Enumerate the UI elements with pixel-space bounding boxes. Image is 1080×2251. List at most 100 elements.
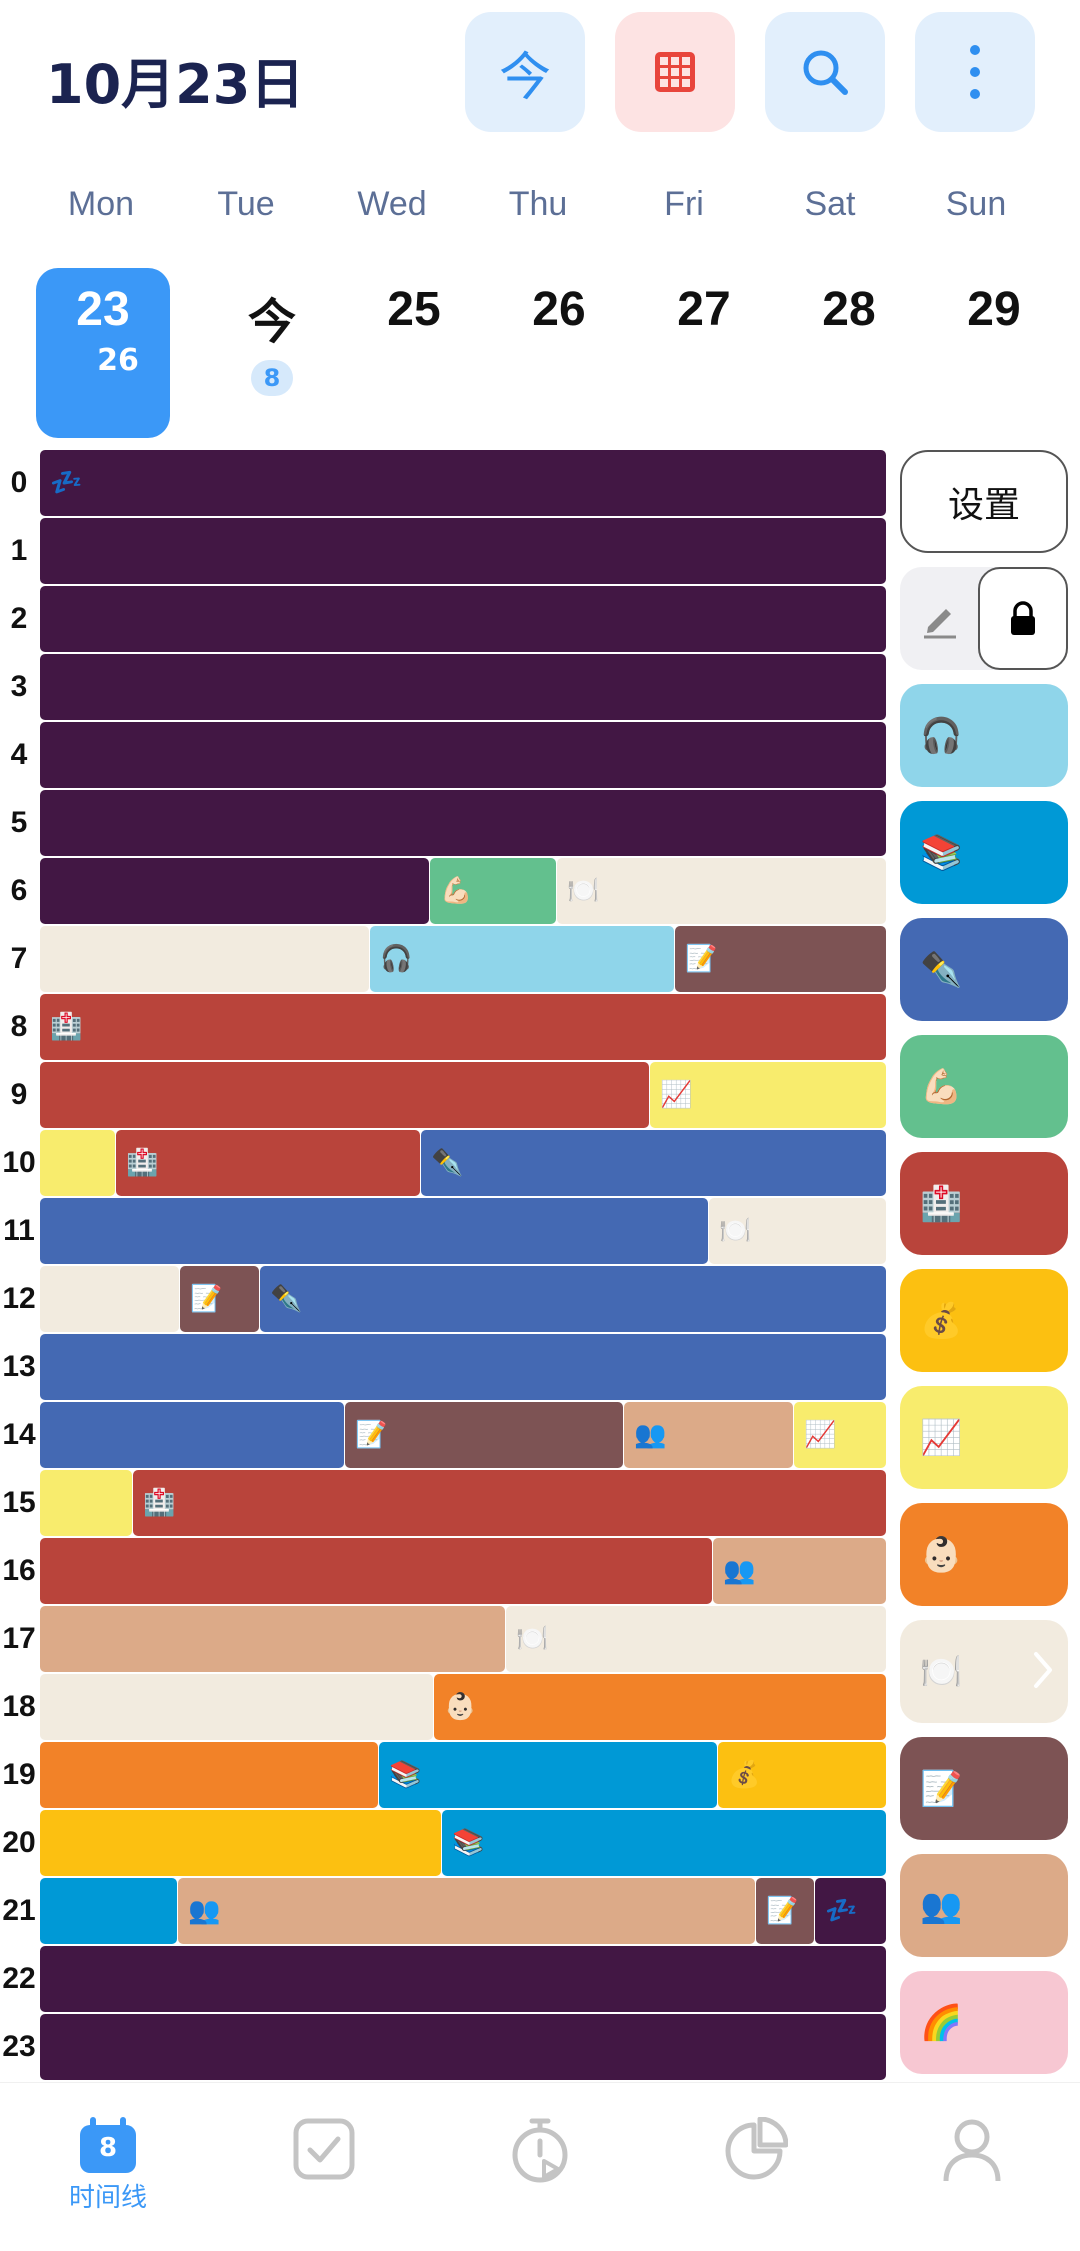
category-button[interactable]: 🌈 [900, 1971, 1068, 2074]
time-block-write[interactable] [40, 1402, 344, 1468]
day-cell-today[interactable]: 今 8 [205, 268, 339, 438]
day-number: 23 [76, 283, 130, 336]
day-cell[interactable]: 26 [492, 268, 626, 438]
hour-label: 8 [10, 1010, 28, 1043]
time-block-sleep[interactable]: 💤 [40, 450, 886, 516]
time-block-chart[interactable] [40, 1130, 115, 1196]
calendar-date-badge: 8 [98, 2133, 118, 2163]
time-block-write[interactable]: ✒️ [260, 1266, 886, 1332]
time-block-sleep[interactable] [40, 2014, 886, 2080]
chart-icon: 📈 [660, 1080, 693, 1110]
time-block-note[interactable]: 📝 [345, 1402, 623, 1468]
settings-label: 设置 [947, 484, 1020, 526]
weekday-label: Tue [217, 185, 275, 223]
category-button[interactable]: 🍽️ [900, 1620, 1068, 1723]
day-cell[interactable]: 28 [782, 268, 916, 438]
time-block-read[interactable]: 📚 [379, 1742, 717, 1808]
time-block-hospital[interactable] [40, 1538, 712, 1604]
category-button[interactable]: 📈 [900, 1386, 1068, 1489]
category-button[interactable]: 💰 [900, 1269, 1068, 1372]
category-icon: 🏥 [920, 1183, 963, 1224]
time-block-sleep[interactable] [40, 654, 886, 720]
time-block-write[interactable] [40, 1334, 886, 1400]
time-block-chart[interactable]: 📈 [794, 1402, 886, 1468]
category-button[interactable]: 📚 [900, 801, 1068, 904]
time-block-meal[interactable] [40, 1266, 179, 1332]
time-block-social[interactable]: 👥 [713, 1538, 886, 1604]
time-block-chart[interactable] [40, 1470, 132, 1536]
time-block-meal[interactable]: 🍽️ [709, 1198, 886, 1264]
tab-timer[interactable] [432, 2083, 648, 2251]
pencil-icon [924, 609, 956, 639]
settings-button[interactable]: 设置 [900, 450, 1068, 553]
lock-button[interactable] [978, 567, 1068, 670]
search-button[interactable] [765, 12, 885, 132]
write-icon: ✒️ [270, 1284, 303, 1314]
category-button[interactable]: 💪🏻 [900, 1035, 1068, 1138]
time-block-meal[interactable] [40, 926, 369, 992]
time-block-read[interactable]: 📚 [442, 1810, 886, 1876]
time-block-hospital[interactable]: 🏥 [40, 994, 886, 1060]
meal-icon: 🍽️ [719, 1216, 752, 1246]
category-button[interactable]: ✒️ [900, 918, 1068, 1021]
category-button[interactable]: 👥 [900, 1854, 1068, 1957]
grid-view-button[interactable] [615, 12, 735, 132]
time-block-meal[interactable]: 🍽️ [557, 858, 886, 924]
time-block-sleep[interactable]: 💤 [815, 1878, 886, 1944]
tab-timeline[interactable]: 8 时间线 [0, 2083, 216, 2251]
day-cell-selected[interactable]: 23 26 [36, 268, 170, 438]
day-number: 29 [967, 283, 1021, 336]
time-block-sleep[interactable] [40, 586, 886, 652]
tab-stats[interactable] [648, 2083, 864, 2251]
time-block-baby[interactable]: 👶🏻 [434, 1674, 886, 1740]
time-block-chart[interactable]: 📈 [650, 1062, 886, 1128]
tab-tasks[interactable] [216, 2083, 432, 2251]
weekday-label: Sat [804, 185, 856, 223]
timeline-grid: 0 💤 1 2 3 4 5 6 💪🏻 🍽️ 7 🎧 📝 8 🏥 9 📈 10 🏥 ✒️ 11 🍽️ 12 📝 ✒️ 13 14 📝 👥 📈… [0, 450, 900, 2082]
time-block-hospital[interactable] [40, 1062, 649, 1128]
time-block-meal[interactable] [40, 1674, 433, 1740]
hour-label: 17 [2, 1622, 36, 1655]
weekday-label: Mon [67, 185, 135, 223]
time-block-write[interactable] [40, 1198, 708, 1264]
time-block-social[interactable] [40, 1606, 505, 1672]
time-block-note[interactable]: 📝 [675, 926, 886, 992]
category-button[interactable]: 📝 [900, 1737, 1068, 1840]
more-button[interactable] [915, 12, 1035, 132]
time-block-sleep[interactable] [40, 1946, 886, 2012]
time-block-money[interactable] [40, 1810, 441, 1876]
hour-label: 16 [2, 1554, 36, 1587]
time-block-note[interactable]: 📝 [756, 1878, 814, 1944]
time-block-sleep[interactable] [40, 790, 886, 856]
time-block-social[interactable]: 👥 [178, 1878, 755, 1944]
hour-label: 4 [10, 738, 28, 771]
time-block-baby[interactable] [40, 1742, 378, 1808]
category-button[interactable]: 🏥 [900, 1152, 1068, 1255]
day-cell[interactable]: 27 [637, 268, 771, 438]
chevron-right-icon [1032, 1650, 1054, 1699]
category-button[interactable]: 🎧 [900, 684, 1068, 787]
hour-row [40, 790, 887, 856]
time-block-meal[interactable]: 🍽️ [506, 1606, 886, 1672]
time-block-hospital[interactable]: 🏥 [116, 1130, 420, 1196]
time-block-social[interactable]: 👥 [624, 1402, 793, 1468]
time-block-workout[interactable]: 💪🏻 [430, 858, 556, 924]
tab-profile[interactable] [864, 2083, 1080, 2251]
day-cell[interactable]: 29 [927, 268, 1061, 438]
time-block-sleep[interactable] [40, 858, 429, 924]
time-block-sleep[interactable] [40, 518, 886, 584]
time-block-sleep[interactable] [40, 722, 886, 788]
time-block-money[interactable]: 💰 [718, 1742, 886, 1808]
time-block-note[interactable]: 📝 [180, 1266, 259, 1332]
day-cell[interactable]: 25 [347, 268, 481, 438]
date-title[interactable]: 10月23日 [46, 53, 305, 116]
read-icon: 📚 [389, 1760, 422, 1790]
time-block-hospital[interactable]: 🏥 [133, 1470, 886, 1536]
time-block-listen[interactable]: 🎧 [370, 926, 674, 992]
today-button[interactable]: 今 [465, 12, 585, 132]
category-button[interactable]: 👶🏻 [900, 1503, 1068, 1606]
hour-row: 🏥 [40, 1470, 887, 1536]
time-block-read[interactable] [40, 1878, 177, 1944]
time-block-write[interactable]: ✒️ [421, 1130, 886, 1196]
pie-chart-icon [725, 2117, 788, 2180]
